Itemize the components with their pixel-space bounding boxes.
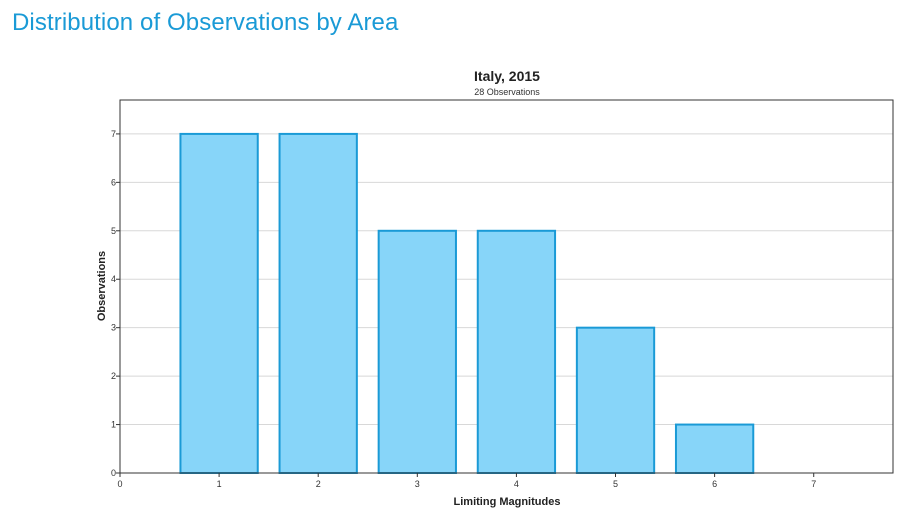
y-tick-label: 6 bbox=[111, 177, 116, 187]
x-axis-label: Limiting Magnitudes bbox=[454, 496, 561, 508]
page-title: Distribution of Observations by Area bbox=[12, 9, 399, 36]
x-tick-label: 7 bbox=[811, 479, 816, 489]
bar-6 bbox=[674, 423, 755, 474]
x-tick-label: 6 bbox=[712, 479, 717, 489]
bar-4 bbox=[476, 229, 557, 474]
tick-labels: 0 1 2 3 4 5 6 7 0 1 2 3 4 5 6 7 bbox=[111, 129, 816, 489]
y-tick-label: 3 bbox=[111, 323, 116, 333]
y-tick-label: 1 bbox=[111, 420, 116, 430]
y-tick-label: 7 bbox=[111, 129, 116, 139]
x-tick-label: 2 bbox=[316, 479, 321, 489]
x-tick-label: 5 bbox=[613, 479, 618, 489]
y-tick-label: 4 bbox=[111, 274, 116, 284]
x-tick-label: 4 bbox=[514, 479, 519, 489]
y-axis-label: Observations bbox=[96, 251, 108, 321]
y-tick-label: 0 bbox=[111, 468, 116, 478]
bars bbox=[179, 132, 755, 474]
y-tick-label: 2 bbox=[111, 371, 116, 381]
x-tick-label: 1 bbox=[217, 479, 222, 489]
bar-3 bbox=[377, 229, 457, 474]
plot-frame bbox=[119, 99, 894, 474]
chart-subtitle: 28 Observations bbox=[474, 87, 540, 97]
y-tick-label: 5 bbox=[111, 226, 116, 236]
x-tick-label: 3 bbox=[415, 479, 420, 489]
chart-title: Italy, 2015 bbox=[474, 68, 540, 84]
bar-2 bbox=[278, 132, 358, 474]
bar-1 bbox=[179, 132, 259, 474]
x-tick-label: 0 bbox=[117, 479, 122, 489]
bar-5 bbox=[575, 326, 656, 474]
